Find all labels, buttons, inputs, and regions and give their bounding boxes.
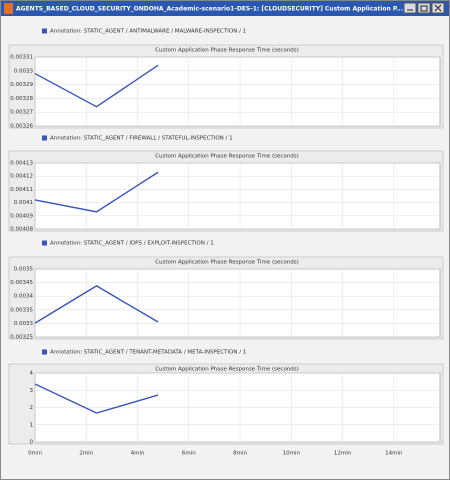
plot-area — [34, 162, 441, 230]
y-tick-label: 0.00411 — [10, 187, 33, 193]
y-tick-label: 0.0041 — [14, 200, 33, 206]
y-tick-label: 0.0035 — [14, 267, 34, 273]
y-tick-label: 0.00331 — [10, 55, 33, 61]
y-tick-label: 0.0033 — [14, 321, 34, 327]
y-tick-label: 0.00345 — [10, 280, 33, 286]
legend-label: Annotation: STATIC_AGENT / ANTIMALWARE /… — [50, 29, 246, 35]
y-tick-label: 0.00413 — [10, 161, 33, 167]
window-title: AGENTS_BASED_CLOUD_SECURITY_ONDOHA_Acade… — [16, 6, 403, 13]
y-tick-label: 0.00412 — [10, 174, 33, 180]
x-tick-label: 10min — [283, 451, 301, 457]
data-line — [34, 285, 159, 324]
chart-title: Custom Application Phase Response Time (… — [155, 48, 299, 54]
y-tick-label: 0.00326 — [10, 124, 33, 130]
legend-label: Annotation: STATIC_AGENT / FIREWALL / ST… — [50, 136, 233, 142]
y-tick-label: 0.00409 — [10, 213, 33, 219]
window-button-glyphs — [407, 4, 442, 12]
y-tick-label: 4 — [30, 371, 34, 377]
legend-label: Annotation: STATIC_AGENT / IDPS / EXPLOI… — [50, 241, 214, 247]
y-tick-label: 0 — [30, 440, 34, 446]
legend-swatch — [42, 28, 47, 34]
data-line — [34, 383, 159, 414]
plot-area — [34, 56, 441, 127]
chart-title: Custom Application Phase Response Time (… — [155, 154, 299, 160]
data-line — [34, 64, 159, 108]
y-tick-label: 0.0033 — [14, 68, 34, 74]
plot-area — [34, 268, 441, 338]
y-tick-label: 1 — [30, 422, 34, 428]
x-tick-label: 2min — [79, 451, 93, 457]
minimize-button[interactable] — [403, 2, 417, 14]
legend-swatch — [42, 135, 47, 141]
y-tick-label: 0.00328 — [10, 96, 33, 102]
chart-title: Custom Application Phase Response Time (… — [155, 260, 299, 266]
x-tick-label: 6min — [182, 451, 196, 457]
y-tick-label: 0.00325 — [10, 335, 33, 341]
y-tick-label: 0.0034 — [14, 294, 34, 300]
x-tick-label: 12min — [334, 451, 352, 457]
legend-label: Annotation: STATIC_AGENT / TENANT-METADA… — [50, 350, 246, 356]
y-tick-label: 0.00408 — [10, 227, 33, 233]
legend-swatch — [42, 349, 47, 355]
maximize-button[interactable] — [417, 2, 431, 14]
y-tick-label: 2 — [30, 405, 34, 411]
x-tick-label: 8min — [233, 451, 247, 457]
y-tick-label: 0.00335 — [10, 307, 33, 313]
y-tick-label: 3 — [30, 388, 34, 394]
legend-swatch — [42, 240, 47, 246]
y-tick-label: 0.00327 — [10, 110, 33, 116]
app-icon — [4, 3, 13, 14]
y-tick-label: 0.00329 — [10, 82, 33, 88]
data-line — [34, 171, 159, 213]
chart-title: Custom Application Phase Response Time (… — [155, 367, 299, 373]
x-tick-label: 14min — [385, 451, 403, 457]
x-tick-label: 4min — [131, 451, 145, 457]
title-bar — [1, 1, 449, 16]
x-tick-label: 0min — [28, 451, 42, 457]
